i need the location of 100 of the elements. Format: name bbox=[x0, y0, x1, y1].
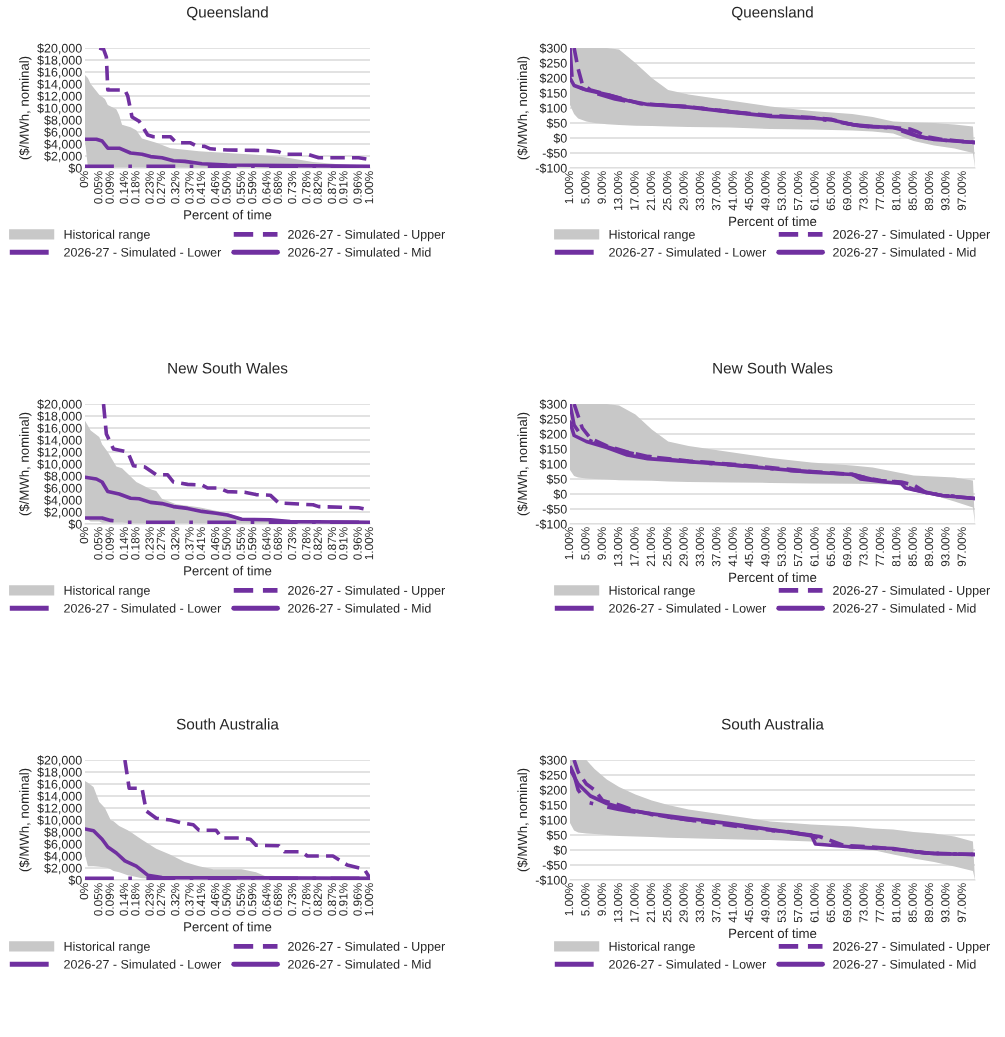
legend-label: Historical range bbox=[64, 229, 150, 242]
y-tick-label: -$50 bbox=[542, 148, 567, 159]
x-tick-label: 65.00% bbox=[826, 883, 835, 923]
y-tick-label: $50 bbox=[546, 118, 567, 129]
x-tick-label: 0.41% bbox=[196, 527, 206, 560]
y-tick-label: -$50 bbox=[542, 860, 567, 871]
x-tick-label: 81.00% bbox=[892, 171, 901, 211]
x-tick-label: 0.82% bbox=[313, 527, 322, 560]
x-tick-label: 0.87% bbox=[327, 527, 337, 560]
x-tick-label: 57.00% bbox=[793, 883, 803, 923]
x-tick-label: 0.50% bbox=[222, 527, 231, 560]
chart-title: South Australia bbox=[721, 718, 824, 730]
y-tick-label: $10,000 bbox=[37, 459, 82, 471]
y-tick-label: $8,000 bbox=[44, 471, 82, 483]
y-tick-label: $0 bbox=[553, 845, 567, 856]
legend-label: 2026-27 - Simulated - Mid bbox=[833, 603, 976, 613]
legend-label: Historical range bbox=[64, 585, 150, 598]
x-axis-title: Percent of time bbox=[184, 921, 272, 932]
x-tick-label: 0.18% bbox=[131, 883, 140, 916]
x-tick-label: 0.55% bbox=[236, 171, 245, 204]
y-tick-label: $0 bbox=[553, 489, 567, 500]
x-tick-label: 93.00% bbox=[941, 171, 950, 211]
x-tick-label: 41.00% bbox=[728, 171, 737, 211]
x-tick-label: 45.00% bbox=[744, 527, 754, 567]
x-tick-label: 65.00% bbox=[826, 171, 835, 211]
x-tick-label: 77.00% bbox=[875, 527, 885, 567]
x-axis-title: Percent of time bbox=[729, 928, 817, 939]
x-tick-label: 5.00% bbox=[581, 527, 590, 560]
x-tick-label: 61.00% bbox=[810, 527, 819, 567]
x-tick-label: 0.32% bbox=[171, 883, 180, 916]
x-tick-label: 69.00% bbox=[842, 171, 852, 211]
y-tick-label: $16,000 bbox=[37, 67, 82, 79]
legend-label: 2026-27 - Simulated - Lower bbox=[64, 603, 222, 613]
legend-label: 2026-27 - Simulated - Lower bbox=[64, 959, 222, 969]
x-tick-label: 1.00% bbox=[564, 171, 574, 204]
x-tick-label: 33.00% bbox=[695, 883, 705, 923]
y-tick-label: $2,000 bbox=[44, 863, 82, 875]
x-tick-label: 0.27% bbox=[156, 527, 166, 560]
chart-title: New South Wales bbox=[713, 362, 833, 374]
x-tick-label: 0.23% bbox=[145, 171, 154, 204]
x-tick-label: 0.82% bbox=[313, 883, 322, 916]
x-tick-label: 9.00% bbox=[597, 883, 606, 916]
y-axis-title: ($/MWh, nominal) bbox=[18, 412, 32, 516]
x-tick-label: 45.00% bbox=[744, 883, 754, 923]
x-tick-label: 0.23% bbox=[145, 527, 154, 560]
y-tick-label: $16,000 bbox=[37, 423, 82, 435]
y-tick-label: $18,000 bbox=[37, 55, 82, 67]
x-tick-label: 0.18% bbox=[131, 171, 140, 204]
x-tick-label: 0.09% bbox=[105, 171, 114, 204]
x-tick-label: 13.00% bbox=[613, 883, 623, 922]
x-tick-label: 0% bbox=[79, 527, 89, 544]
legend-label: 2026-27 - Simulated - Mid bbox=[833, 247, 976, 257]
x-tick-label: 89.00% bbox=[924, 527, 934, 567]
x-tick-label: 1.00% bbox=[564, 527, 574, 560]
legend-label: 2026-27 - Simulated - Lower bbox=[609, 959, 767, 969]
y-tick-label: $10,000 bbox=[37, 815, 82, 827]
x-axis-title: Percent of time bbox=[729, 572, 817, 583]
x-tick-label: 0.27% bbox=[156, 171, 166, 204]
y-tick-label: $12,000 bbox=[37, 447, 82, 459]
x-tick-label: 69.00% bbox=[842, 527, 852, 567]
legend-label: 2026-27 - Simulated - Upper bbox=[833, 229, 991, 242]
x-tick-label: 0.50% bbox=[222, 171, 231, 204]
x-tick-label: 0.68% bbox=[273, 883, 282, 916]
x-tick-label: 25.00% bbox=[662, 171, 672, 211]
x-tick-label: 0.96% bbox=[353, 171, 362, 204]
x-tick-label: 0.32% bbox=[171, 171, 180, 204]
y-tick-label: $300 bbox=[539, 755, 567, 766]
y-tick-label: -$100 bbox=[535, 875, 567, 886]
y-tick-label: -$100 bbox=[535, 519, 567, 530]
y-axis-title: ($/MWh, nominal) bbox=[517, 412, 530, 516]
x-tick-label: 29.00% bbox=[679, 883, 688, 923]
x-tick-label: 0.68% bbox=[273, 527, 282, 560]
y-tick-label: $300 bbox=[539, 43, 567, 54]
x-tick-label: 37.00% bbox=[712, 171, 721, 211]
y-tick-label: $8,000 bbox=[44, 115, 82, 127]
x-tick-label: 0.78% bbox=[302, 883, 311, 916]
x-tick-label: 37.00% bbox=[712, 883, 721, 923]
x-tick-label: 21.00% bbox=[646, 171, 655, 211]
legend-label: 2026-27 - Simulated - Lower bbox=[609, 247, 767, 257]
x-tick-label: 33.00% bbox=[695, 171, 705, 211]
y-tick-label: $100 bbox=[539, 815, 567, 826]
x-tick-label: 33.00% bbox=[695, 527, 705, 567]
y-tick-label: -$50 bbox=[542, 504, 567, 515]
x-tick-label: 73.00% bbox=[859, 527, 868, 567]
y-tick-label: $6,000 bbox=[44, 839, 82, 851]
x-tick-label: 0.96% bbox=[353, 527, 362, 560]
x-tick-label: 0.73% bbox=[287, 883, 297, 916]
x-tick-label: 0.68% bbox=[273, 171, 282, 204]
x-tick-label: 13.00% bbox=[613, 527, 623, 566]
legend-label: 2026-27 - Simulated - Upper bbox=[288, 229, 446, 242]
x-tick-label: 41.00% bbox=[728, 527, 737, 567]
y-tick-label: $0 bbox=[553, 133, 567, 144]
chart-title: Queensland bbox=[732, 6, 813, 21]
y-tick-label: $2,000 bbox=[44, 507, 82, 519]
legend-label: 2026-27 - Simulated - Lower bbox=[64, 247, 222, 257]
x-tick-label: 5.00% bbox=[581, 171, 590, 204]
x-tick-label: 81.00% bbox=[892, 527, 901, 567]
x-tick-label: 13.00% bbox=[613, 171, 623, 210]
y-tick-label: $200 bbox=[539, 785, 567, 796]
y-tick-label: $150 bbox=[539, 88, 567, 99]
